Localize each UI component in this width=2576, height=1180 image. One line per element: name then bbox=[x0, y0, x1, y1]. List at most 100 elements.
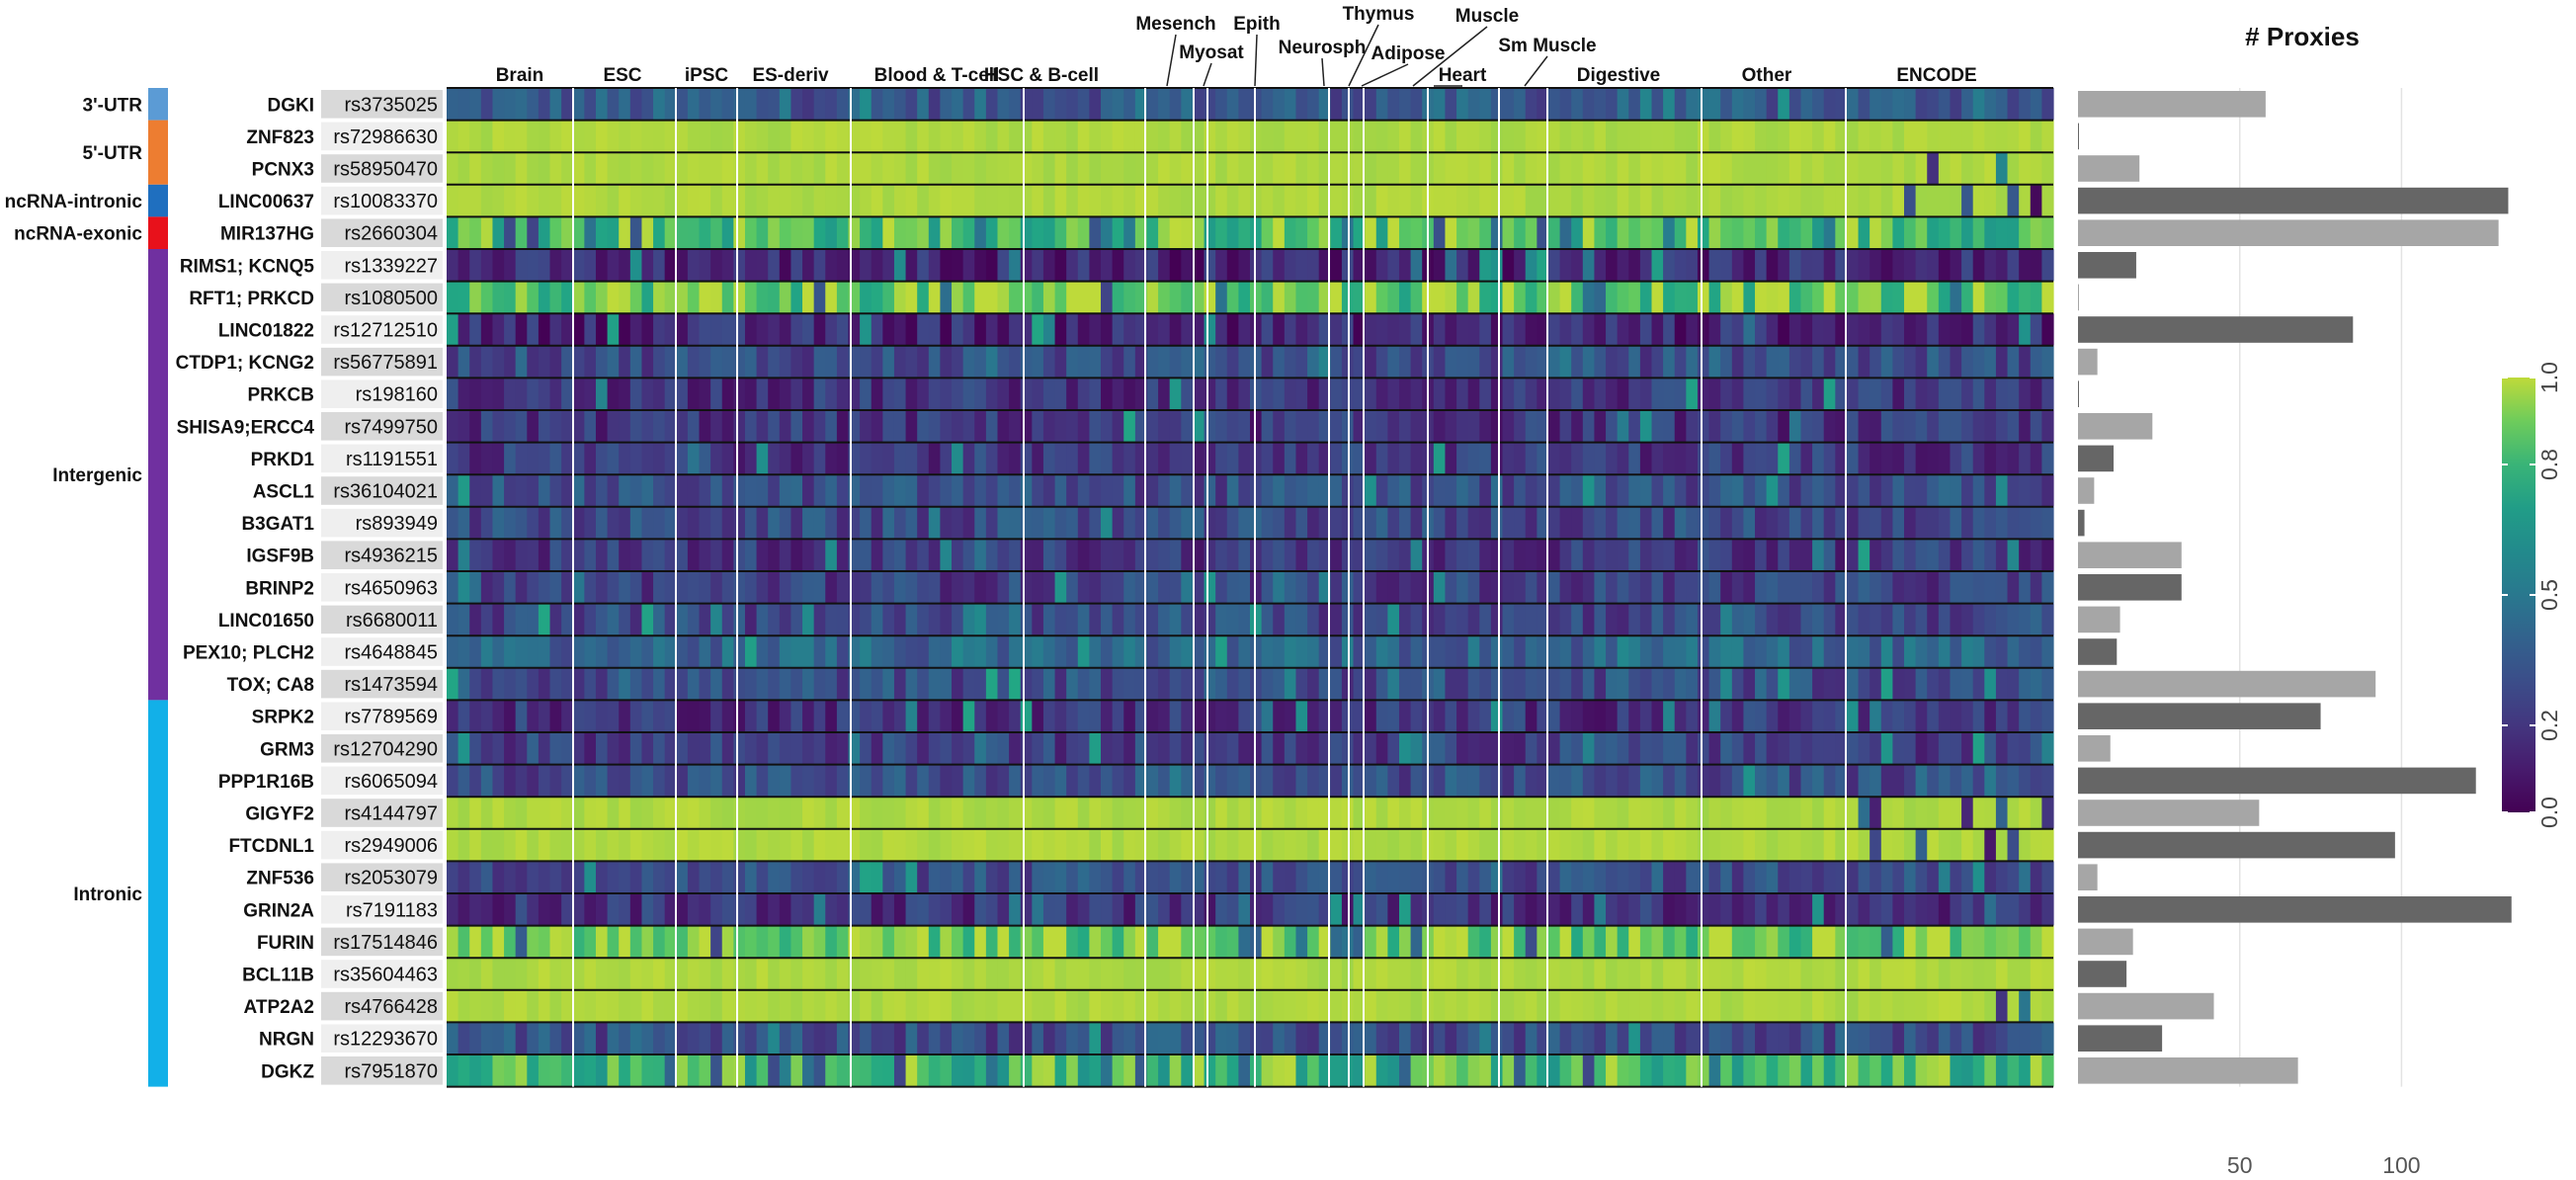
heatmap-cell bbox=[1307, 700, 1320, 732]
heatmap-cell bbox=[561, 410, 574, 443]
heatmap-cell bbox=[802, 828, 815, 862]
heatmap-cell bbox=[2041, 281, 2054, 314]
heatmap-cell bbox=[974, 861, 987, 893]
heatmap-cell bbox=[1020, 506, 1033, 540]
heatmap-cell bbox=[1101, 989, 1114, 1023]
heatmap-cell bbox=[538, 764, 551, 798]
heatmap-cell bbox=[653, 1022, 666, 1054]
heatmap-cell bbox=[1250, 828, 1263, 862]
gene-label: PCNX3 bbox=[252, 160, 314, 181]
heatmap-cell bbox=[1123, 1022, 1136, 1054]
heatmap-cell bbox=[1273, 893, 1286, 926]
heatmap-cell bbox=[629, 700, 643, 732]
heatmap-cell bbox=[1089, 925, 1102, 959]
heatmap-cell bbox=[940, 216, 953, 249]
heatmap-cell bbox=[1502, 216, 1515, 249]
heatmap-cell bbox=[1054, 88, 1067, 121]
heatmap-cell bbox=[1479, 667, 1492, 701]
heatmap-cell bbox=[1731, 764, 1745, 798]
heatmap-cell bbox=[1398, 474, 1412, 507]
heatmap-cell bbox=[744, 635, 758, 668]
heatmap-cell bbox=[1663, 152, 1676, 185]
heatmap-cell bbox=[997, 506, 1010, 540]
heatmap-cell bbox=[790, 539, 803, 571]
heatmap-cell bbox=[928, 893, 942, 926]
heatmap-cell bbox=[836, 958, 850, 990]
heatmap-cell bbox=[1743, 732, 1756, 765]
heatmap-cell bbox=[1273, 635, 1286, 668]
heatmap-cell bbox=[871, 88, 883, 121]
heatmap-cell bbox=[1042, 378, 1056, 410]
heatmap-cell bbox=[1042, 667, 1056, 701]
heatmap-cell bbox=[515, 635, 528, 668]
heatmap-cell bbox=[1433, 216, 1447, 249]
heatmap-cell bbox=[447, 152, 459, 185]
heatmap-cell bbox=[2007, 893, 2020, 926]
heatmap-cell bbox=[457, 216, 470, 249]
snp-label: rs72986630 bbox=[333, 126, 438, 148]
heatmap-cell bbox=[1514, 120, 1527, 153]
heatmap-cell bbox=[1743, 88, 1756, 121]
proxy-bar bbox=[2078, 767, 2476, 795]
heatmap-cell bbox=[802, 474, 815, 507]
heatmap-cell bbox=[1042, 152, 1056, 185]
gene-label: TOX; CA8 bbox=[227, 675, 314, 696]
heatmap-cell bbox=[1778, 152, 1790, 185]
heatmap-cell bbox=[1525, 120, 1537, 153]
heatmap-cell bbox=[1686, 764, 1699, 798]
heatmap-cell bbox=[2030, 539, 2042, 571]
heatmap-cell bbox=[1639, 539, 1653, 571]
heatmap-cell bbox=[1766, 281, 1779, 314]
gene-label: GRM3 bbox=[260, 739, 314, 760]
heatmap-cell bbox=[1766, 345, 1779, 379]
heatmap-cell bbox=[1525, 797, 1537, 829]
heatmap-cell bbox=[480, 442, 494, 475]
snp-label: rs7191183 bbox=[346, 899, 438, 921]
heatmap-cell bbox=[1628, 442, 1641, 475]
heatmap-cell bbox=[1146, 216, 1159, 249]
heatmap-cell bbox=[1846, 345, 1860, 379]
heatmap-cell bbox=[527, 797, 540, 829]
heatmap-cell bbox=[1766, 893, 1779, 926]
snp-label-background bbox=[321, 379, 443, 408]
heatmap-cell bbox=[1525, 184, 1537, 217]
heatmap-cell bbox=[1663, 378, 1676, 410]
heatmap-cell bbox=[790, 764, 803, 798]
heatmap-cell bbox=[607, 635, 620, 668]
heatmap-cell bbox=[962, 281, 975, 314]
heatmap-cell bbox=[1375, 249, 1388, 282]
heatmap-cell bbox=[905, 635, 918, 668]
heatmap-cell bbox=[1398, 152, 1412, 185]
heatmap-cell bbox=[1686, 249, 1699, 282]
heatmap-cell bbox=[629, 732, 643, 765]
heatmap-cell bbox=[480, 667, 494, 701]
heatmap-cell bbox=[1812, 442, 1825, 475]
heatmap-cell bbox=[1479, 861, 1492, 893]
heatmap-cell bbox=[1181, 1054, 1194, 1087]
heatmap-cell bbox=[653, 281, 666, 314]
heatmap-cell bbox=[1571, 506, 1584, 540]
heatmap-cell bbox=[1479, 249, 1492, 282]
heatmap-cell bbox=[504, 1022, 517, 1054]
heatmap-cell bbox=[1950, 635, 1962, 668]
heatmap-cell bbox=[917, 667, 930, 701]
heatmap-cell bbox=[538, 989, 551, 1023]
heatmap-cell bbox=[1663, 88, 1676, 121]
heatmap-cell bbox=[1708, 989, 1721, 1023]
heatmap-cell bbox=[1295, 635, 1308, 668]
heatmap-cell bbox=[1479, 828, 1492, 862]
heatmap-cell bbox=[1927, 184, 1940, 217]
heatmap-cell bbox=[1146, 345, 1159, 379]
heatmap-cell bbox=[1915, 474, 1928, 507]
heatmap-cell bbox=[561, 861, 574, 893]
heatmap-cell bbox=[1502, 410, 1515, 443]
heatmap-cell bbox=[1490, 152, 1504, 185]
heatmap-cell bbox=[1169, 635, 1182, 668]
heatmap-cell bbox=[572, 506, 585, 540]
heatmap-cell bbox=[1398, 893, 1412, 926]
heatmap-cell bbox=[595, 442, 609, 475]
heatmap-cell bbox=[756, 700, 769, 732]
heatmap-cell bbox=[1353, 474, 1366, 507]
heatmap-cell bbox=[1708, 313, 1721, 346]
heatmap-cell bbox=[871, 732, 883, 765]
